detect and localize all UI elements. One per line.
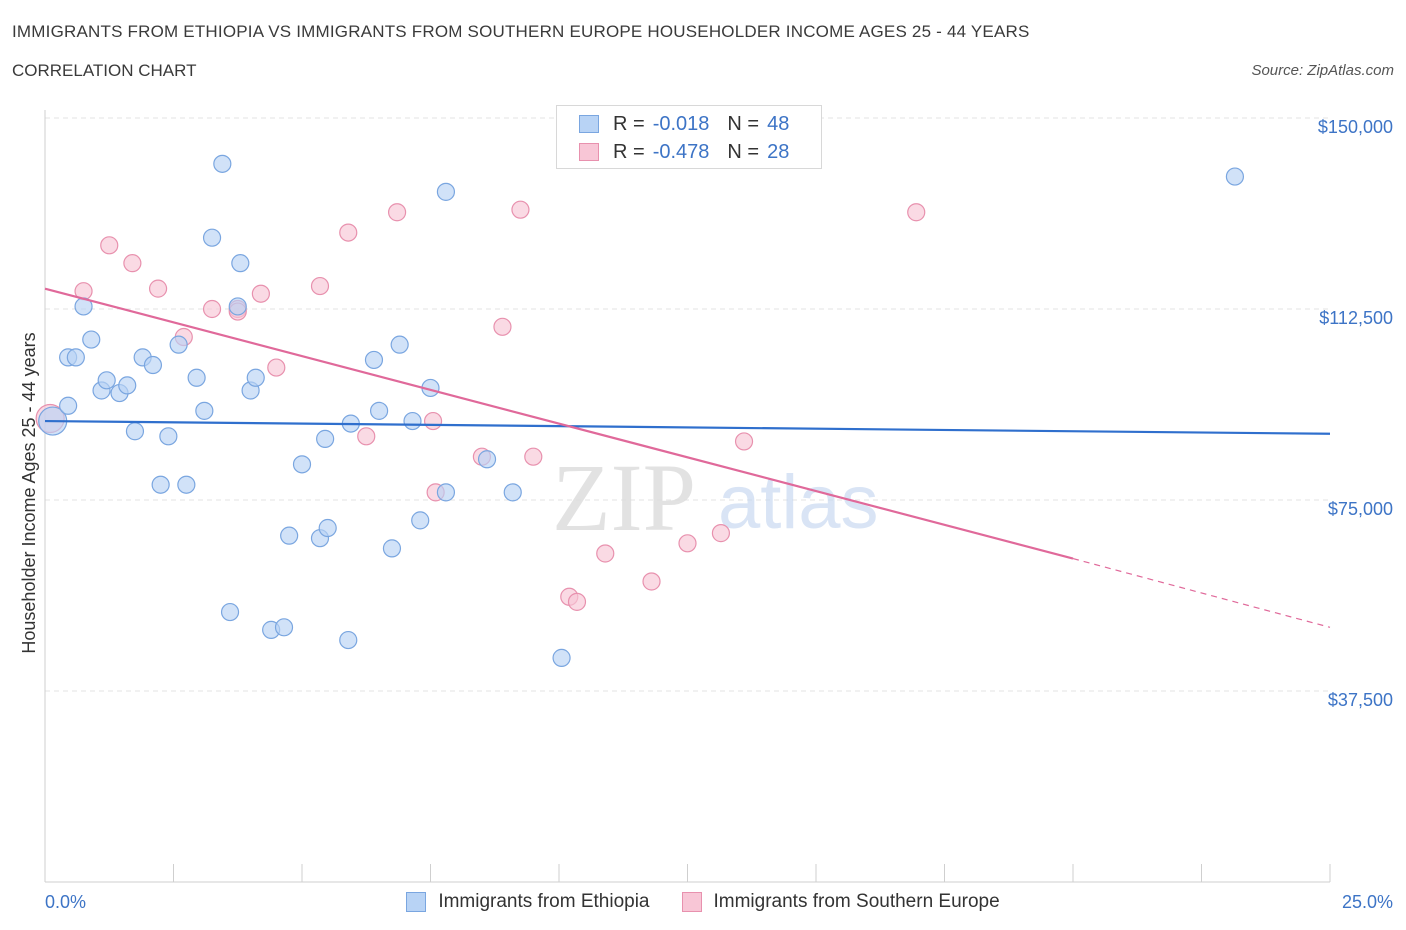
southern-europe-point <box>123 254 142 273</box>
southern-europe-trend-line <box>44 287 1074 560</box>
ethiopia-point <box>370 401 389 420</box>
chart-subtitle: CORRELATION CHART <box>12 61 197 80</box>
ethiopia-point <box>411 511 430 530</box>
r-value: -0.018 <box>652 112 710 135</box>
ethiopia-point <box>66 348 85 367</box>
ethiopia-point <box>228 297 247 316</box>
y-tick-label: $112,500 <box>1319 308 1393 328</box>
southern-europe-point <box>423 411 443 431</box>
southern-europe-point <box>711 524 731 543</box>
legend-row-southern-europe: R = -0.478 N = 28 <box>579 140 789 164</box>
southern-europe-point <box>387 203 407 222</box>
ethiopia-point <box>280 526 299 545</box>
ethiopia-point <box>403 411 422 431</box>
southern-europe-point <box>567 592 587 611</box>
southern-europe-point <box>642 572 661 591</box>
southern-europe-point <box>493 317 512 336</box>
southern-europe-point <box>357 427 376 446</box>
ethiopia-point <box>503 483 522 502</box>
ethiopia-point <box>436 182 456 201</box>
southern-europe-point <box>907 203 926 222</box>
ethiopia-point <box>97 371 116 390</box>
legend-item-ethiopia: Immigrants from Ethiopia <box>406 891 650 913</box>
correlation-legend: R = -0.018 N = 48 R = -0.478 N = 28 <box>556 105 822 169</box>
x-tick-label: 0.0% <box>45 892 86 912</box>
ethiopia-point <box>125 422 145 441</box>
ethiopia-point <box>143 355 163 375</box>
ethiopia-point <box>195 401 214 420</box>
ethiopia-point <box>292 455 312 474</box>
southern-europe-point <box>511 200 530 219</box>
ethiopia-point <box>274 618 294 637</box>
y-tick-label: $37,500 <box>1328 690 1393 710</box>
y-tick-label: $75,000 <box>1328 499 1393 519</box>
ethiopia-point <box>151 475 170 494</box>
ethiopia-point <box>213 154 232 173</box>
x-tick-label: 25.0% <box>1342 892 1393 912</box>
ethiopia-point <box>177 475 196 494</box>
southern-europe-point <box>734 432 754 451</box>
southern-europe-point <box>100 236 119 255</box>
southern-europe-point <box>310 276 330 296</box>
ethiopia-swatch-icon <box>579 115 599 133</box>
ethiopia-point <box>202 228 222 247</box>
ethiopia-point <box>364 350 384 370</box>
y-axis-label: Householder Income Ages 25 - 44 years <box>19 332 39 653</box>
ethiopia-point <box>246 368 265 387</box>
legend-label: Immigrants from Southern Europe <box>713 891 1000 912</box>
ethiopia-point <box>187 368 206 387</box>
southern-europe-point <box>251 284 270 303</box>
southern-europe-point <box>596 544 615 563</box>
watermark-zip: ZIP <box>552 444 696 551</box>
southern-europe-swatch-icon <box>579 143 599 161</box>
r-label: R = <box>613 140 645 163</box>
n-label: N = <box>727 112 760 135</box>
ethiopia-point <box>118 376 137 395</box>
southern-europe-trend-extension <box>1072 557 1331 628</box>
watermark-atlas: atlas <box>718 460 879 545</box>
ethiopia-point <box>390 335 409 354</box>
legend-item-southern-europe: Immigrants from Southern Europe <box>681 891 1000 913</box>
ethiopia-point <box>318 518 337 538</box>
ethiopia-point <box>477 450 497 469</box>
chart-title: IMMIGRANTS FROM ETHIOPIA VS IMMIGRANTS F… <box>12 22 1030 41</box>
ethiopia-point <box>231 254 250 273</box>
r-value: -0.478 <box>652 140 710 163</box>
r-label: R = <box>613 112 645 135</box>
n-label: N = <box>727 140 760 163</box>
ethiopia-point <box>436 483 456 502</box>
ethiopia-point <box>169 335 188 354</box>
southern-europe-point <box>148 279 168 298</box>
legend-label: Immigrants from Ethiopia <box>438 891 650 912</box>
n-value: 28 <box>767 140 790 163</box>
ethiopia-point <box>220 602 240 622</box>
legend-row-ethiopia: R = -0.018 N = 48 <box>579 112 789 136</box>
ethiopia-point <box>159 427 178 446</box>
y-tick-label: $150,000 <box>1318 117 1393 137</box>
southern-europe-point <box>339 223 358 242</box>
ethiopia-point <box>382 539 402 558</box>
ethiopia-point <box>82 330 101 349</box>
ethiopia-point <box>316 429 335 448</box>
southern-europe-point <box>524 447 543 466</box>
southern-europe-point <box>202 299 222 319</box>
ethiopia-point <box>552 648 571 667</box>
ethiopia-point <box>1225 167 1245 186</box>
ethiopia-point <box>59 396 78 415</box>
southern-europe-swatch-icon <box>681 892 702 912</box>
source-credit: Source: ZipAtlas.com <box>1251 62 1394 79</box>
southern-europe-point <box>267 358 286 377</box>
ethiopia-trend-line <box>44 419 1331 435</box>
n-value: 48 <box>767 112 790 135</box>
ethiopia-point <box>339 630 358 650</box>
ethiopia-swatch-icon <box>406 892 427 912</box>
southern-europe-point <box>678 534 697 553</box>
series-legend: Immigrants from Ethiopia Immigrants from… <box>0 889 1406 915</box>
